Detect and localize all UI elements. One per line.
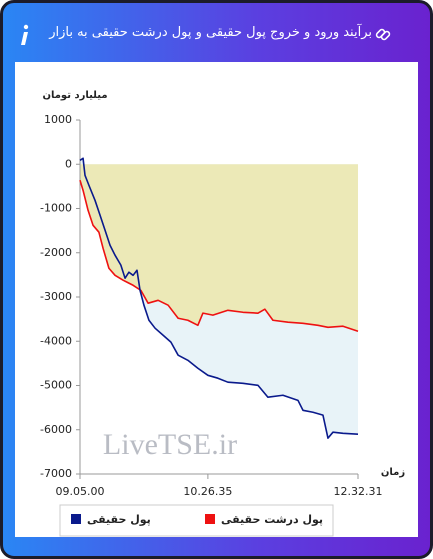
header-title: برآیند ورود و خروج پول حقیقی و پول درشت … [49, 25, 372, 40]
chart: LiveTSE.ir -7000 -6000 -5000 -4000 -3000 -2000… [40, 90, 405, 537]
y-tick-label: -2000 [40, 246, 72, 259]
legend-box [59, 504, 334, 537]
y-tick-label: -7000 [40, 467, 72, 480]
y-tick-label: -4000 [40, 334, 72, 347]
y-tick-label: 1000 [44, 113, 72, 126]
watermark: LiveTSE.ir [103, 428, 237, 461]
line-series [79, 157, 359, 439]
legend-swatch [205, 514, 215, 524]
link-icon [375, 28, 391, 41]
y-tick-label: -5000 [40, 379, 72, 392]
chart-panel: LiveTSE.ir -7000 -6000 -5000 -4000 -3000 -2000… [15, 62, 418, 537]
y-tick-label: -3000 [40, 290, 72, 303]
y-axis-label: میلیارد تومان [42, 90, 107, 101]
info-icon[interactable] [15, 21, 45, 51]
line-series [79, 179, 359, 333]
area-fill [80, 164, 358, 332]
y-tick-label: -1000 [40, 202, 72, 215]
x-axis-label: زمان [381, 467, 405, 478]
legend-label: پول درشت حقیقی [221, 513, 323, 526]
legend-label: پول حقیقی [87, 513, 151, 526]
legend-swatch [71, 514, 81, 524]
y-tick-label: 0 [65, 157, 72, 170]
x-tick-label: 10.26.35 [183, 485, 232, 498]
y-tick-label: -6000 [40, 423, 72, 436]
x-tick-label: 09.05.00 [56, 485, 105, 498]
x-tick-label: 12.32.31 [334, 485, 383, 498]
